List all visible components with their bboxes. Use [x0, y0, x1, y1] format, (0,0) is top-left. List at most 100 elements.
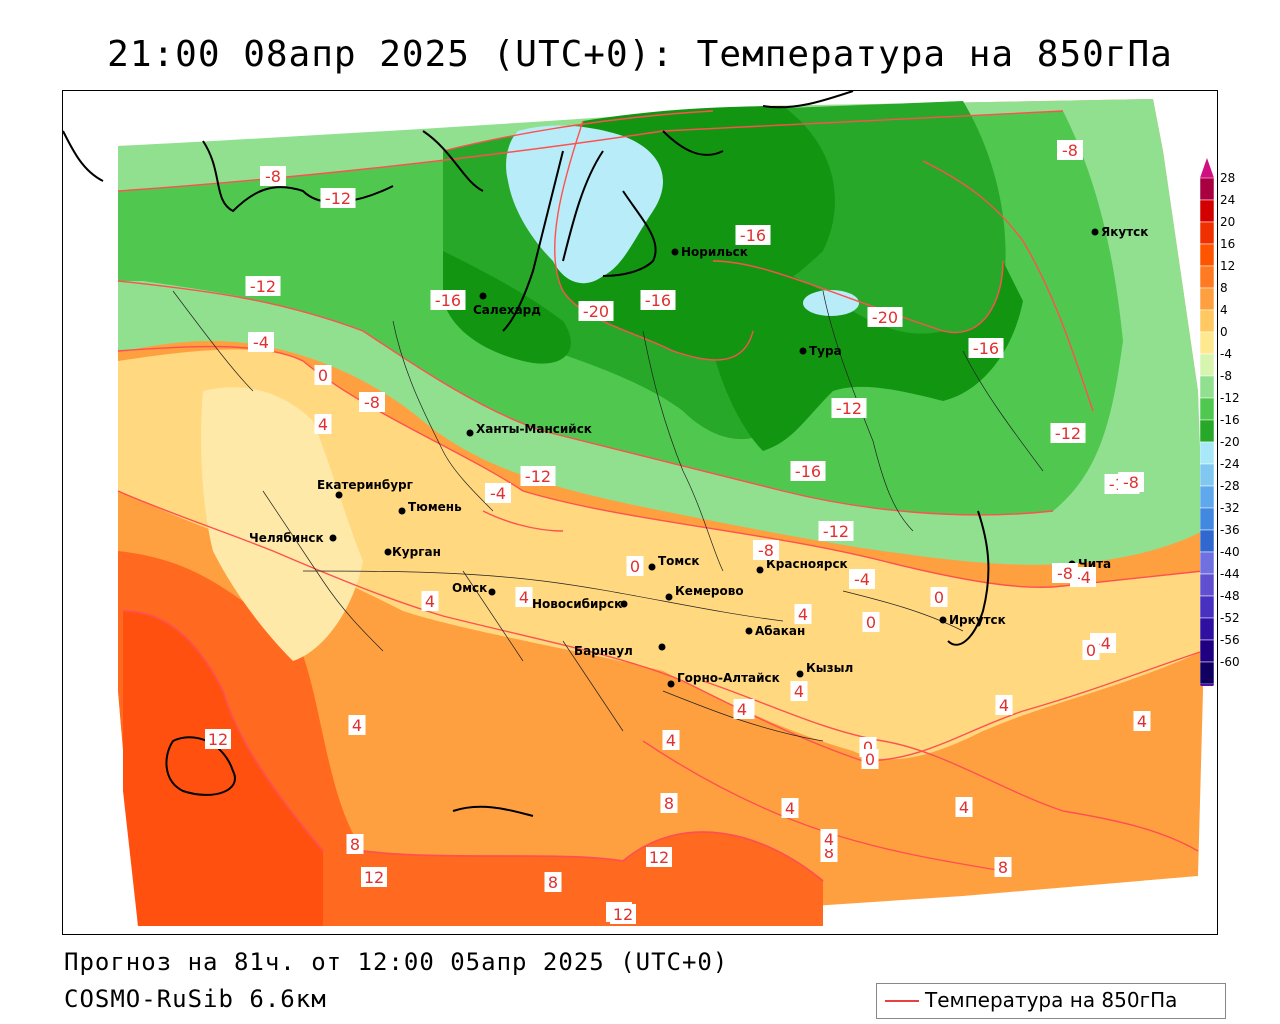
city-label: Новосибирск [532, 597, 622, 611]
colorbar-swatch [1200, 595, 1215, 619]
city-marker [745, 627, 753, 635]
svg-text:-12: -12 [325, 189, 351, 208]
isotherm-label: -4 [849, 569, 875, 589]
svg-text:0: 0 [863, 738, 873, 757]
svg-text:12: 12 [649, 848, 669, 867]
admin-borders [172, 290, 1044, 742]
isotherm-label: 4 [662, 730, 680, 750]
isotherm-label: 4 [955, 797, 973, 817]
city-marker [329, 534, 337, 542]
colorbar-swatch [1200, 397, 1215, 421]
isotherm-labels-layer: -8-12-12-8-16-20-16-16-20-16-12-8-12-12-… [205, 140, 1151, 924]
isotherm-label: -8 [753, 540, 779, 560]
svg-text:4: 4 [737, 700, 747, 719]
svg-text:-20: -20 [583, 302, 609, 321]
colorbar-tick-label: -48 [1220, 589, 1240, 603]
colorbar-swatch [1200, 551, 1215, 575]
colorbar-swatch [1200, 353, 1215, 377]
colorbar-tick-label: 16 [1220, 237, 1235, 251]
city-marker [479, 292, 487, 300]
isotherm-label: 12 [205, 729, 231, 749]
isotherm-label: 12 [610, 904, 636, 924]
svg-text:-16: -16 [645, 291, 671, 310]
colorbar-tick-label: -56 [1220, 633, 1240, 647]
city-label: Курган [392, 545, 441, 559]
model-domain [118, 99, 1203, 926]
city-label: Якутск [1101, 225, 1148, 239]
colorbar-tick-label: -60 [1220, 655, 1240, 669]
svg-text:-4: -4 [490, 484, 506, 503]
isotherm-label: -8 [260, 166, 286, 186]
svg-text:0: 0 [866, 613, 876, 632]
colorbar-tick-label: -8 [1220, 369, 1232, 383]
svg-text:-8: -8 [1057, 564, 1073, 583]
temperature-map: Якутск Норильск Салехард Тура Ханты-Мансийск… [62, 90, 1218, 935]
isotherm-label: 0 [1082, 640, 1100, 660]
isotherm-label: -4 [485, 483, 511, 503]
city-marker [398, 507, 406, 515]
colorbar-swatch [1200, 177, 1215, 201]
city-label: Кемерово [675, 584, 744, 598]
isotherm-label: -16 [790, 461, 826, 481]
svg-text:-8: -8 [1062, 141, 1078, 160]
city-label: Омск [452, 581, 487, 595]
city-label: Абакан [755, 624, 805, 638]
svg-text:4: 4 [824, 830, 834, 849]
colorbar-swatch [1200, 507, 1215, 531]
svg-text:0: 0 [630, 557, 640, 576]
isotherm-label: 8 [660, 793, 678, 813]
colorbar-swatch [1200, 529, 1215, 553]
colorbar-swatch [1200, 309, 1215, 333]
colorbar-tick-label: -4 [1220, 347, 1232, 361]
colorbar-swatch [1200, 639, 1215, 663]
city-label: Челябинск [249, 531, 324, 545]
svg-text:8: 8 [350, 835, 360, 854]
isotherm-label: 4 [790, 681, 808, 701]
city-label: Тюмень [408, 500, 462, 514]
svg-text:-12: -12 [250, 277, 276, 296]
city-label: Салехард [473, 303, 541, 317]
isotherm-label: 0 [626, 556, 644, 576]
colorbar-tick-label: 12 [1220, 259, 1235, 273]
isotherm-label: -12 [818, 521, 854, 541]
svg-text:-12: -12 [1055, 424, 1081, 443]
colorbar-tick-label: -32 [1220, 501, 1240, 515]
isotherm-label: 4 [781, 798, 799, 818]
colorbar-swatch [1200, 243, 1215, 267]
svg-text:4: 4 [794, 682, 804, 701]
svg-text:8: 8 [548, 873, 558, 892]
isotherm-label: -12 [320, 188, 356, 208]
colorbar-tick-label: -12 [1220, 391, 1240, 405]
city-label: Ханты-Мансийск [476, 422, 592, 436]
city-marker [466, 429, 474, 437]
city-label: Екатеринбург [317, 478, 413, 492]
isotherm-label: 0 [930, 587, 948, 607]
svg-text:4: 4 [1137, 712, 1147, 731]
svg-text:4: 4 [798, 605, 808, 624]
svg-text:12: 12 [613, 905, 633, 924]
svg-text:-4: -4 [854, 570, 870, 589]
city-marker [658, 643, 666, 651]
colorbar-tick-label: 8 [1220, 281, 1228, 295]
isotherm-label: 8 [346, 834, 364, 854]
map-title: 21:00 08апр 2025 (UTC+0): Температура на… [107, 34, 1173, 75]
colorbar-swatch [1200, 617, 1215, 641]
colorbar-swatch [1200, 485, 1215, 509]
isotherm-label: -12 [831, 398, 867, 418]
colorbar-swatch [1200, 463, 1215, 487]
svg-text:-8: -8 [364, 393, 380, 412]
svg-text:4: 4 [785, 799, 795, 818]
colorbar-tick-label: 20 [1220, 215, 1235, 229]
city-marker [667, 680, 675, 688]
colorbar-swatch [1200, 265, 1215, 289]
isotherm-label: 0 [862, 612, 880, 632]
isotherm-label: 4 [794, 604, 812, 624]
svg-text:8: 8 [824, 843, 834, 862]
isotherm-label: -16 [735, 225, 771, 245]
isotherm-label: -8 [1057, 140, 1083, 160]
city-marker [671, 248, 679, 256]
isotherm-label: -8 [1118, 472, 1144, 492]
legend-line-swatch [885, 1000, 919, 1002]
temperature-colorbar: 28 24 20 16 12 8 4 0 -4 -8 -12 -16 -20 -24 -28 -32 -36 -4… [1200, 158, 1240, 686]
colorbar-swatch [1200, 419, 1215, 443]
